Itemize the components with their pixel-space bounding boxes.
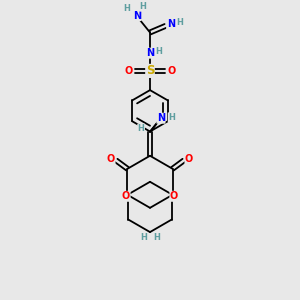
Text: O: O [167, 66, 176, 76]
Text: H: H [176, 18, 183, 27]
Text: H: H [140, 233, 147, 242]
Text: O: O [170, 191, 178, 201]
Text: H: H [138, 124, 145, 133]
Text: S: S [146, 64, 154, 77]
Text: O: O [124, 66, 133, 76]
Text: N: N [133, 11, 141, 21]
Text: N: N [167, 20, 175, 29]
Text: O: O [107, 154, 115, 164]
Text: H: H [123, 4, 130, 13]
Text: O: O [122, 191, 130, 201]
Text: H: H [155, 47, 162, 56]
Text: H: H [168, 113, 175, 122]
Text: N: N [146, 48, 154, 58]
Text: H: H [140, 2, 146, 11]
Text: H: H [153, 233, 160, 242]
Text: N: N [157, 113, 165, 123]
Text: O: O [185, 154, 193, 164]
